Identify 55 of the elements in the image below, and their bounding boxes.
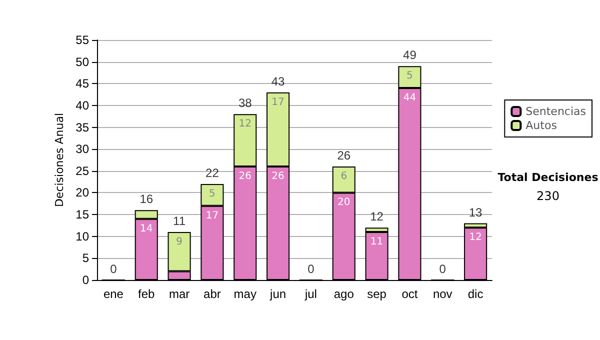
total-label: 11 bbox=[173, 214, 186, 228]
data-label: 12 bbox=[238, 118, 252, 130]
y-tick-label: 30 bbox=[76, 142, 90, 156]
data-label: 14 bbox=[140, 223, 153, 234]
total-label: 49 bbox=[403, 48, 417, 62]
total-label: 43 bbox=[271, 74, 286, 88]
x-tick-label: sep bbox=[367, 287, 387, 301]
x-tick-label: jul bbox=[304, 287, 317, 301]
y-tick-label: 5 bbox=[82, 251, 90, 266]
total-label: 13 bbox=[468, 205, 483, 220]
y-tick-label: 35 bbox=[76, 120, 90, 134]
x-tick-label: abr bbox=[204, 287, 221, 301]
total-label: 38 bbox=[238, 96, 252, 110]
legend-label: Sentencias bbox=[526, 105, 586, 118]
y-tick-label: 0 bbox=[82, 273, 90, 287]
total-label: 12 bbox=[370, 210, 384, 224]
x-tick-label: mar bbox=[168, 287, 190, 301]
y-tick-label: 50 bbox=[76, 54, 90, 69]
total-label: 22 bbox=[206, 166, 220, 180]
y-tick-label: 10 bbox=[76, 229, 90, 244]
x-tick-label: oct bbox=[402, 287, 418, 301]
total-label: 0 bbox=[308, 262, 315, 276]
y-axis-title: Decisiones Anual bbox=[52, 112, 66, 208]
data-label: 9 bbox=[176, 236, 182, 248]
data-label: 20 bbox=[338, 197, 350, 208]
y-tick-label: 40 bbox=[76, 98, 90, 112]
x-tick-label: ene bbox=[103, 287, 124, 301]
y-tick-label: 25 bbox=[76, 164, 90, 178]
y-tick-label: 45 bbox=[76, 76, 90, 91]
total-label: 0 bbox=[110, 262, 118, 276]
total-label: 16 bbox=[140, 192, 154, 206]
data-label: 12 bbox=[469, 232, 482, 244]
text: Total Decisiones bbox=[498, 171, 599, 184]
x-tick-label: dic bbox=[468, 287, 484, 301]
data-label: 5 bbox=[406, 70, 413, 82]
x-tick-label: feb bbox=[138, 287, 156, 301]
x-tick-label: ago bbox=[334, 287, 354, 301]
data-label: 26 bbox=[272, 171, 284, 182]
total-label: 0 bbox=[439, 262, 446, 276]
data-label: 44 bbox=[403, 92, 416, 104]
x-tick-label: may bbox=[234, 287, 256, 301]
data-label: 11 bbox=[370, 236, 384, 248]
data-label: 6 bbox=[340, 171, 348, 182]
y-tick-label: 55 bbox=[76, 33, 90, 47]
data-label: 5 bbox=[209, 188, 216, 200]
legend-label: Autos bbox=[526, 119, 558, 132]
y-tick-label: 15 bbox=[76, 208, 90, 222]
data-label: 26 bbox=[238, 171, 252, 182]
data-label: 17 bbox=[206, 210, 219, 222]
total-label: 26 bbox=[337, 148, 351, 163]
x-tick-label: nov bbox=[432, 287, 452, 301]
y-tick-label: 20 bbox=[76, 186, 90, 200]
data-label: 17 bbox=[272, 96, 284, 108]
x-tick-label: jun bbox=[269, 287, 286, 301]
text: 230 bbox=[536, 189, 560, 203]
